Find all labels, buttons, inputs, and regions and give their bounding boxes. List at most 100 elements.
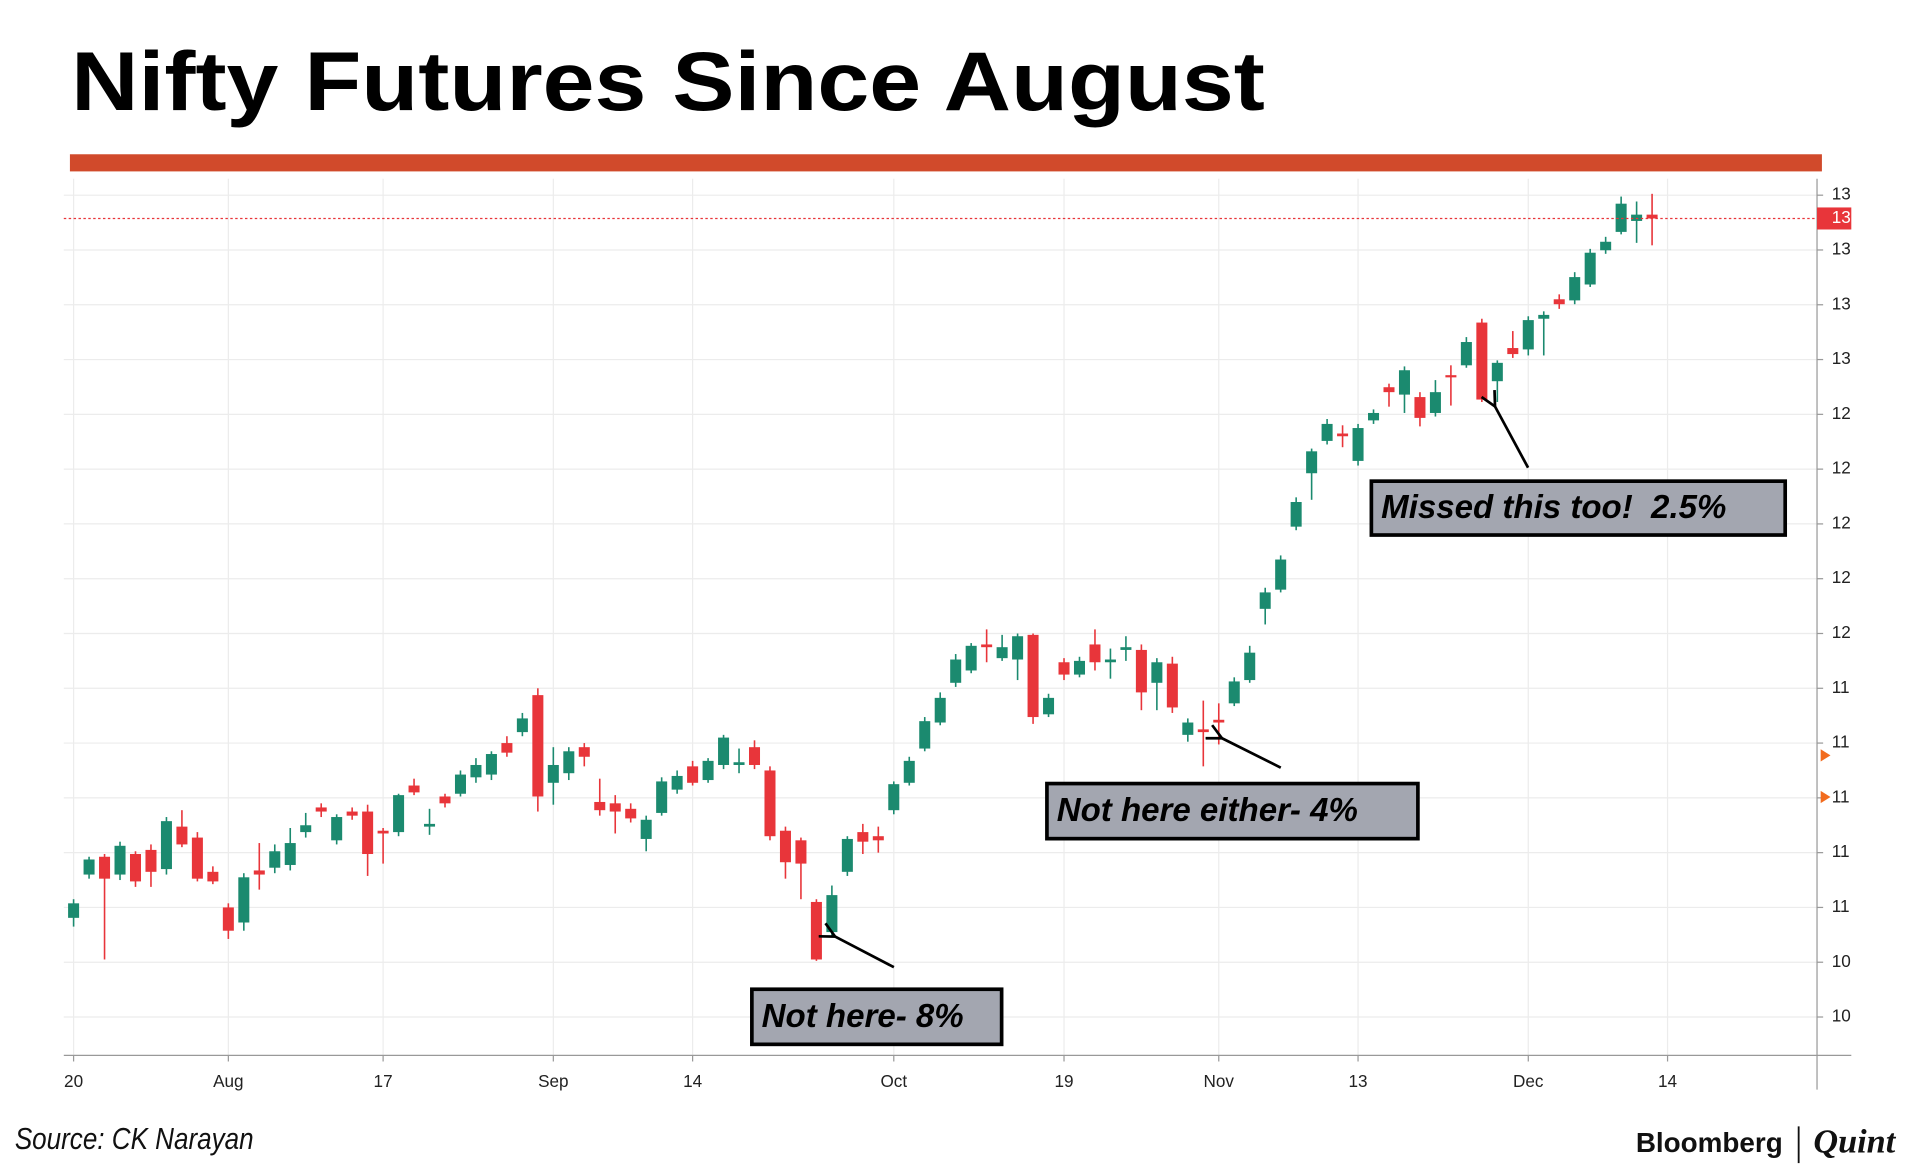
candle-body <box>1337 433 1349 437</box>
candle-body <box>578 747 590 757</box>
annotation-box <box>750 987 1004 1047</box>
candle-body <box>114 845 126 875</box>
x-tick-label: 13 <box>1349 1071 1368 1091</box>
annotation-text: Not here- 8% <box>762 998 964 1035</box>
candle-body <box>269 851 281 868</box>
candle-body <box>656 781 668 813</box>
candle-body <box>1352 428 1364 461</box>
candle-body <box>1197 729 1209 733</box>
marker <box>1820 749 1831 762</box>
y-tick-label: 13 <box>1832 239 1851 259</box>
title-bar <box>69 154 1822 172</box>
candle-body <box>1429 392 1441 413</box>
candle-body <box>903 760 915 783</box>
candle-body <box>408 785 420 793</box>
candle-body <box>1306 451 1318 474</box>
y-tick-label: 13 <box>1832 184 1851 204</box>
y-tick-label: 12 <box>1832 512 1851 532</box>
candle-body <box>1476 322 1488 400</box>
candle-body <box>516 718 528 733</box>
candle-body <box>547 764 559 783</box>
y-tick-label: 12 <box>1832 403 1851 423</box>
candle-body <box>810 901 822 960</box>
candle-body <box>1383 387 1395 393</box>
candle-body <box>1012 636 1024 660</box>
x-tick-label: Oct <box>880 1071 907 1091</box>
candle-body <box>1507 348 1519 355</box>
candle-body <box>1027 634 1039 718</box>
annotation-box <box>1369 479 1788 537</box>
candle-body <box>1491 362 1503 382</box>
candle-body <box>439 796 451 804</box>
annotation-arrow <box>1495 406 1530 469</box>
candle-body <box>965 645 977 671</box>
candle-body <box>238 877 250 923</box>
y-tick-label: 12 <box>1832 622 1851 642</box>
candle-body <box>779 830 791 863</box>
annotation-text: Not here either- 4% <box>1057 792 1358 829</box>
candle-body <box>1244 652 1256 681</box>
brand-primary: Bloomberg <box>1636 1127 1783 1158</box>
candle-body <box>733 762 745 765</box>
price-label-bg <box>1817 207 1852 230</box>
candle-body <box>207 871 219 882</box>
candle-body <box>1553 299 1565 305</box>
candle-body <box>300 825 312 833</box>
candle-body <box>981 644 993 648</box>
y-tick-label: 13 <box>1832 293 1851 313</box>
candle-body <box>1584 252 1596 285</box>
y-tick-label: 11 <box>1832 841 1850 861</box>
candle-body <box>393 795 405 833</box>
candle-body <box>99 856 111 879</box>
price-label: 13 <box>1832 207 1851 227</box>
candle-body <box>454 774 466 794</box>
annotation-arrow <box>1222 738 1282 769</box>
candle-body <box>1104 659 1116 663</box>
candle-body <box>1213 719 1225 723</box>
candle-body <box>253 870 265 875</box>
candle-body <box>934 697 946 723</box>
candle-body <box>424 823 436 827</box>
y-tick-label: 13 <box>1832 348 1851 368</box>
source: Source: CK Narayan <box>15 1122 254 1156</box>
candle-body <box>609 803 621 812</box>
candle-body <box>1275 559 1287 590</box>
candle-body <box>377 830 389 834</box>
y-tick-label: 11 <box>1832 786 1850 806</box>
y-tick-label: 11 <box>1832 677 1850 697</box>
candle-body <box>1460 342 1472 366</box>
candle-body <box>950 659 962 683</box>
candle-body <box>470 764 482 778</box>
candle-body <box>1414 397 1426 418</box>
candle-body <box>83 859 95 875</box>
candle-body <box>284 843 296 865</box>
candle-body <box>749 747 761 765</box>
candle-body <box>1368 412 1380 421</box>
x-tick-label: 17 <box>374 1071 393 1091</box>
brand-secondary: Quint <box>1813 1123 1896 1161</box>
candle-body <box>764 770 776 837</box>
candle-body <box>176 826 188 845</box>
x-tick-label: Sep <box>538 1071 568 1091</box>
candle-body <box>594 801 606 811</box>
y-tick-label: 11 <box>1832 732 1850 752</box>
candle-body <box>501 743 513 753</box>
candle-body <box>1290 502 1302 527</box>
candle-body <box>1522 320 1534 350</box>
candle-body <box>857 832 869 842</box>
candle-body <box>888 784 900 811</box>
x-tick-label: Nov <box>1204 1071 1235 1091</box>
candle-body <box>919 721 931 749</box>
plot-area: 10 10 11 11 11 11 11 12 12 12 12 12 13 13 13 13 20 Aug 17 S… <box>63 178 1852 1091</box>
marker <box>1820 790 1831 804</box>
candle-body <box>1569 277 1581 301</box>
x-tick-label: 14 <box>1658 1071 1678 1091</box>
candle-body <box>1043 697 1055 715</box>
candle-body <box>346 811 358 816</box>
y-tick-label: 10 <box>1832 1006 1851 1026</box>
candle-body <box>1120 647 1132 650</box>
x-tick-label: Aug <box>213 1071 243 1091</box>
candle-body <box>872 836 884 841</box>
y-tick-label: 12 <box>1832 567 1851 587</box>
